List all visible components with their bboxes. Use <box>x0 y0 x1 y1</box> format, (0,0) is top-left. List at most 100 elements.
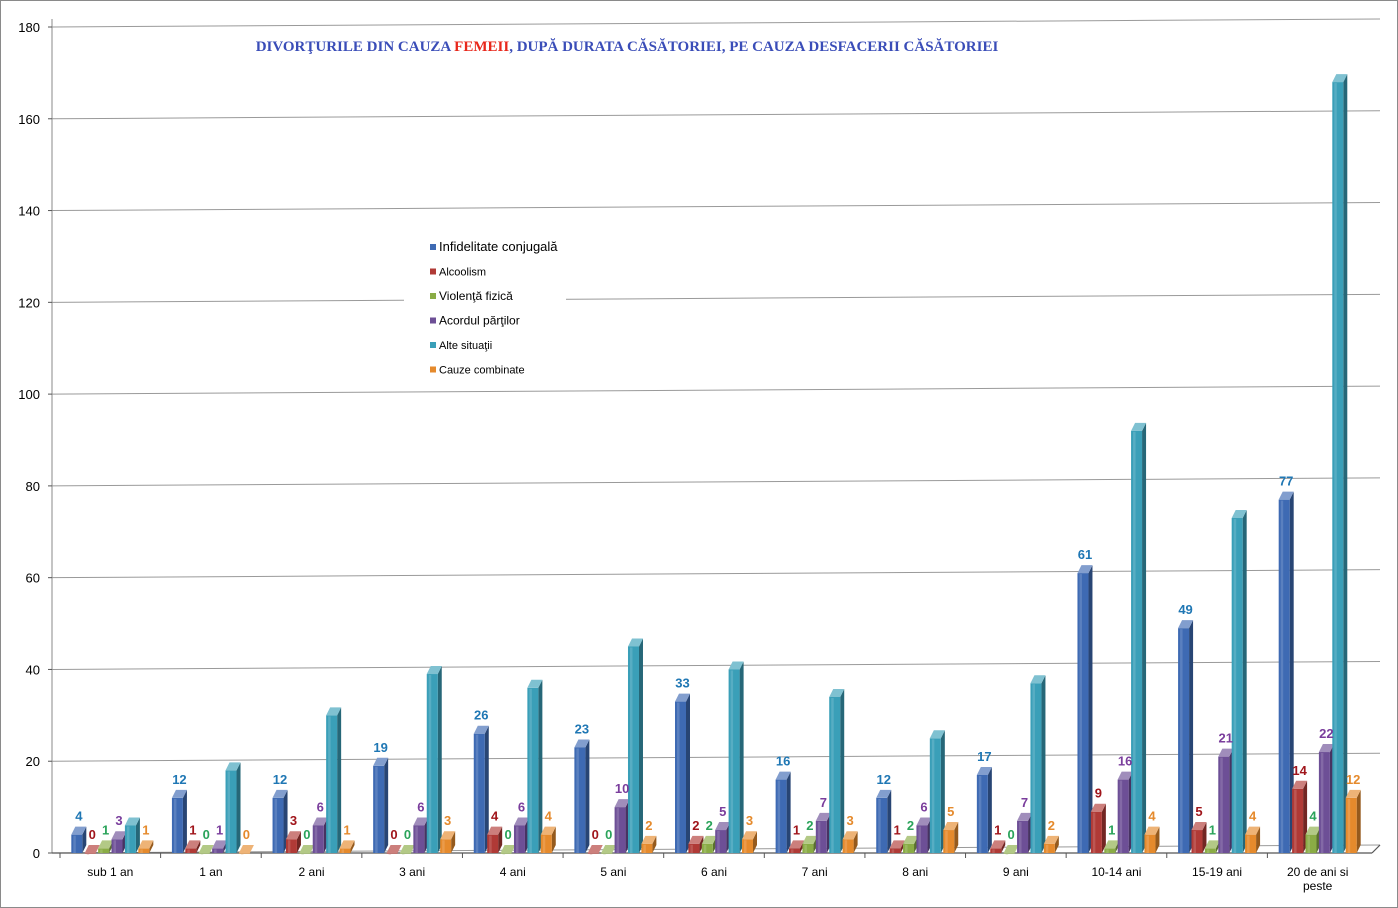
y-tick-label: 20 <box>26 754 40 769</box>
data-label: 17 <box>977 749 991 764</box>
data-label: 1 <box>189 822 196 837</box>
bar-side <box>1054 835 1059 853</box>
bar-highlight <box>1106 849 1109 853</box>
bar-highlight <box>1334 83 1337 854</box>
gridline <box>51 569 1381 579</box>
data-label: 77 <box>1279 474 1293 489</box>
y-tick-label: 180 <box>18 20 40 35</box>
bar <box>1144 834 1156 853</box>
gridline <box>51 660 1381 670</box>
x-axis-depth-line <box>1371 844 1381 854</box>
bar-highlight <box>616 808 620 853</box>
bar <box>1077 573 1089 853</box>
x-tick-label: 8 ani <box>902 865 928 879</box>
bar-highlight <box>905 844 908 853</box>
x-tick-label: 2 ani <box>299 865 325 879</box>
bar-highlight <box>515 826 519 853</box>
bar-side <box>940 730 945 853</box>
legend: Infidelitate conjugală Alcoolism Violenţă … <box>404 233 566 388</box>
data-label: 12 <box>172 772 186 787</box>
bar-top <box>1017 812 1033 821</box>
bar <box>1104 848 1116 853</box>
bar-top <box>98 840 114 849</box>
bar-side <box>196 840 201 853</box>
bar <box>916 825 928 853</box>
bar-side <box>82 826 87 853</box>
data-label: 1 <box>216 822 223 837</box>
bar-highlight <box>1280 500 1284 853</box>
bar <box>426 674 438 853</box>
bar-top <box>876 789 892 798</box>
bar <box>1218 756 1230 853</box>
bar <box>876 797 888 853</box>
bar <box>1231 518 1243 853</box>
data-label: 1 <box>1108 822 1115 837</box>
bar-top <box>111 831 127 840</box>
bar <box>1318 752 1330 853</box>
bar-top <box>500 845 516 853</box>
data-label: 10 <box>615 781 629 796</box>
x-tick-label: 4 ani <box>500 865 526 879</box>
data-label: 6 <box>518 799 525 814</box>
bar-side <box>350 840 355 853</box>
bar-side <box>585 739 590 853</box>
bar-highlight <box>978 775 982 853</box>
data-label: 6 <box>317 799 324 814</box>
bar-side <box>652 835 657 853</box>
x-tick-label: 1 an <box>199 865 222 879</box>
gridline <box>51 202 1381 212</box>
bar-highlight <box>100 849 103 853</box>
bar <box>138 848 150 853</box>
bar-highlight <box>73 835 76 853</box>
y-tick-label: 80 <box>26 479 40 494</box>
bar-side <box>149 840 154 853</box>
bar-highlight <box>1347 798 1351 853</box>
bar <box>540 834 552 853</box>
bar-side <box>1202 822 1207 853</box>
bar-top <box>1318 744 1334 753</box>
bar-highlight <box>690 844 693 853</box>
data-label: 4 <box>491 809 499 824</box>
data-label: 12 <box>876 772 890 787</box>
bar <box>212 848 224 853</box>
data-label: 4 <box>1249 809 1257 824</box>
bar-highlight <box>1119 780 1123 853</box>
bar-highlight <box>287 840 291 853</box>
bar-highlight <box>1079 574 1082 853</box>
bar <box>171 797 183 853</box>
bar-top <box>473 725 489 734</box>
data-label: 3 <box>115 813 122 828</box>
data-label: 2 <box>806 818 813 833</box>
bar <box>889 848 901 853</box>
data-label: 1 <box>142 822 149 837</box>
bar <box>312 825 324 853</box>
bar-side <box>135 817 140 853</box>
bar <box>789 848 801 853</box>
bar-top <box>1077 565 1093 574</box>
bar <box>641 843 653 853</box>
bar-highlight <box>844 840 848 853</box>
bar-top <box>1131 422 1147 431</box>
bar-top <box>574 739 590 748</box>
data-label: 12 <box>273 772 287 787</box>
bar-top <box>373 757 389 766</box>
data-label: 1 <box>793 822 800 837</box>
bar-top <box>715 822 731 831</box>
data-label: 4 <box>545 809 553 824</box>
bar-highlight <box>542 835 546 853</box>
bar-highlight <box>931 739 935 853</box>
bar <box>990 848 1002 853</box>
bar-side <box>1289 491 1294 853</box>
data-label: 12 <box>1346 772 1360 787</box>
bar-top <box>1090 803 1106 812</box>
bar <box>675 701 686 853</box>
legend-swatch <box>430 366 436 373</box>
data-label: 3 <box>846 813 853 828</box>
bar-top <box>299 845 315 853</box>
bar-side <box>1256 826 1261 853</box>
gridline <box>51 477 1381 487</box>
data-label: 0 <box>404 827 411 842</box>
bar-top <box>1191 822 1207 831</box>
bar-top <box>842 831 858 840</box>
bar <box>1043 843 1055 853</box>
